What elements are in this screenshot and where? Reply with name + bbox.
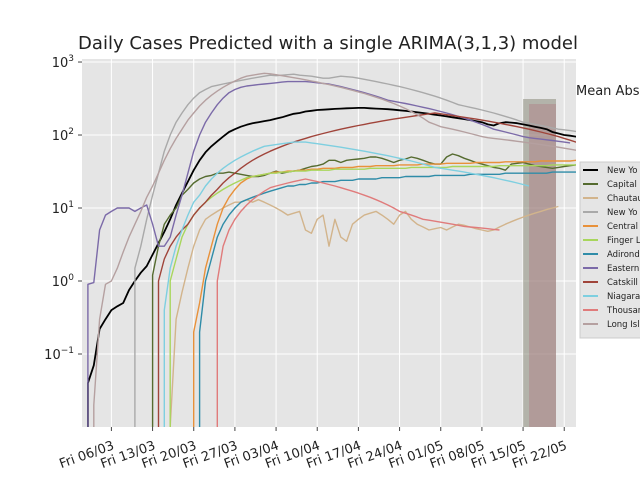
legend-entry: Long Isl: [607, 320, 640, 330]
y-tick-base: 10: [52, 129, 69, 144]
series-line-2: [169, 199, 559, 427]
y-tick-base: 10: [52, 56, 69, 71]
series-line-5: [169, 164, 576, 427]
legend-entry: Capital: [607, 180, 637, 190]
y-tick-base: 10: [44, 348, 61, 363]
legend-entry: New Yo: [607, 208, 638, 218]
legend: New Yo Capital Chautau New Yo Central Finger …: [579, 161, 640, 339]
legend-entry: Eastern: [607, 264, 639, 274]
y-tick-exponent: 3: [68, 54, 74, 64]
legend-box: [579, 161, 640, 339]
legend-entry: Thousan: [606, 306, 640, 316]
series-line-9: [163, 141, 530, 427]
series-group: [87, 72, 576, 427]
legend-entry: Chautau: [607, 194, 640, 204]
chart-title: Daily Cases Predicted with a single ARIM…: [78, 33, 578, 54]
y-tick-label: 100: [52, 273, 75, 290]
legend-entry: New Yo: [607, 166, 638, 176]
legend-entry: Central: [607, 222, 638, 232]
legend-entry: Adironda: [607, 250, 640, 260]
series-line-10: [216, 178, 500, 427]
legend-entry: Finger L: [607, 236, 640, 246]
series-line-3: [134, 73, 576, 427]
y-tick-label: 102: [52, 127, 74, 144]
side-text: Mean Abs: [576, 84, 640, 99]
y-tick-label: 101: [52, 200, 74, 217]
y-tick-base: 10: [52, 202, 69, 217]
y-tick-exponent: 0: [68, 273, 74, 283]
series-line-11: [93, 72, 576, 427]
legend-entry: Catskill: [607, 278, 638, 288]
series-line-0: [87, 107, 576, 427]
y-tick-label: 103: [52, 54, 74, 71]
prediction-band: [523, 99, 556, 427]
prediction-band-inner: [529, 104, 556, 427]
series-line-8: [157, 112, 576, 427]
legend-entry: Niagara: [607, 292, 640, 302]
y-tick-label: 10−1: [44, 346, 74, 363]
y-tick-exponent: −1: [61, 346, 74, 356]
y-tick-exponent: 2: [68, 127, 74, 137]
y-tick-base: 10: [52, 275, 69, 290]
y-tick-exponent: 1: [68, 200, 74, 210]
